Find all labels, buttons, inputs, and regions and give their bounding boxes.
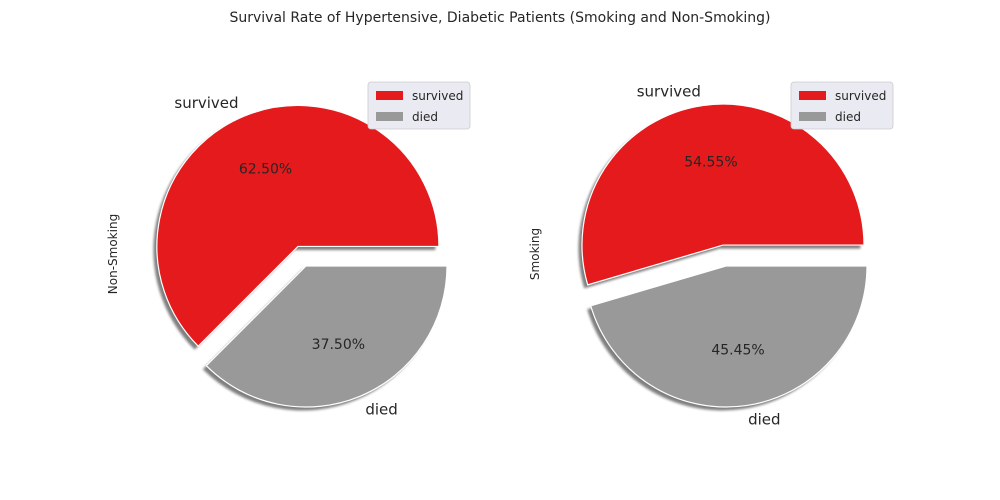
- pie-pct-label-survived: 54.55%: [684, 154, 737, 170]
- pie-ylabel: Smoking: [528, 228, 542, 280]
- legend-label-died: died: [412, 110, 438, 124]
- pie-pct-label-died: 37.50%: [312, 337, 365, 353]
- pie-pct-label-died: 45.45%: [711, 343, 764, 359]
- pie-category-label-survived: survived: [637, 83, 701, 101]
- chart-title: Survival Rate of Hypertensive, Diabetic …: [229, 10, 770, 26]
- pie-charts: 62.50% survived 37.50% died Non-Smoking survi…: [106, 81, 894, 429]
- pie-slice-died[interactable]: [205, 265, 448, 408]
- pie-category-label-survived: survived: [174, 94, 238, 112]
- legend-label-survived: survived: [835, 89, 886, 103]
- pie-slice-survived[interactable]: [581, 103, 865, 286]
- pie-pct-label-survived: 62.50%: [239, 161, 292, 177]
- legend-swatch-died: [799, 112, 826, 121]
- pie-slice-survived[interactable]: [156, 104, 440, 348]
- legend-swatch-survived: [376, 91, 403, 100]
- legend: survived died: [367, 81, 471, 130]
- pie-category-label-died: died: [748, 411, 780, 429]
- legend-label-died: died: [835, 110, 861, 124]
- legend-label-survived: survived: [412, 89, 463, 103]
- legend-swatch-survived: [799, 91, 826, 100]
- pie-chart-2: 54.55% survived 45.45% died Smoking survived d…: [528, 81, 894, 429]
- pie-chart-1: 62.50% survived 37.50% died Non-Smoking survi…: [106, 81, 471, 418]
- pie-category-label-died: died: [365, 400, 397, 418]
- pie-ylabel: Non-Smoking: [106, 214, 120, 294]
- pie-slice-died[interactable]: [589, 265, 868, 408]
- legend: survived died: [790, 81, 894, 130]
- legend-swatch-died: [376, 112, 403, 121]
